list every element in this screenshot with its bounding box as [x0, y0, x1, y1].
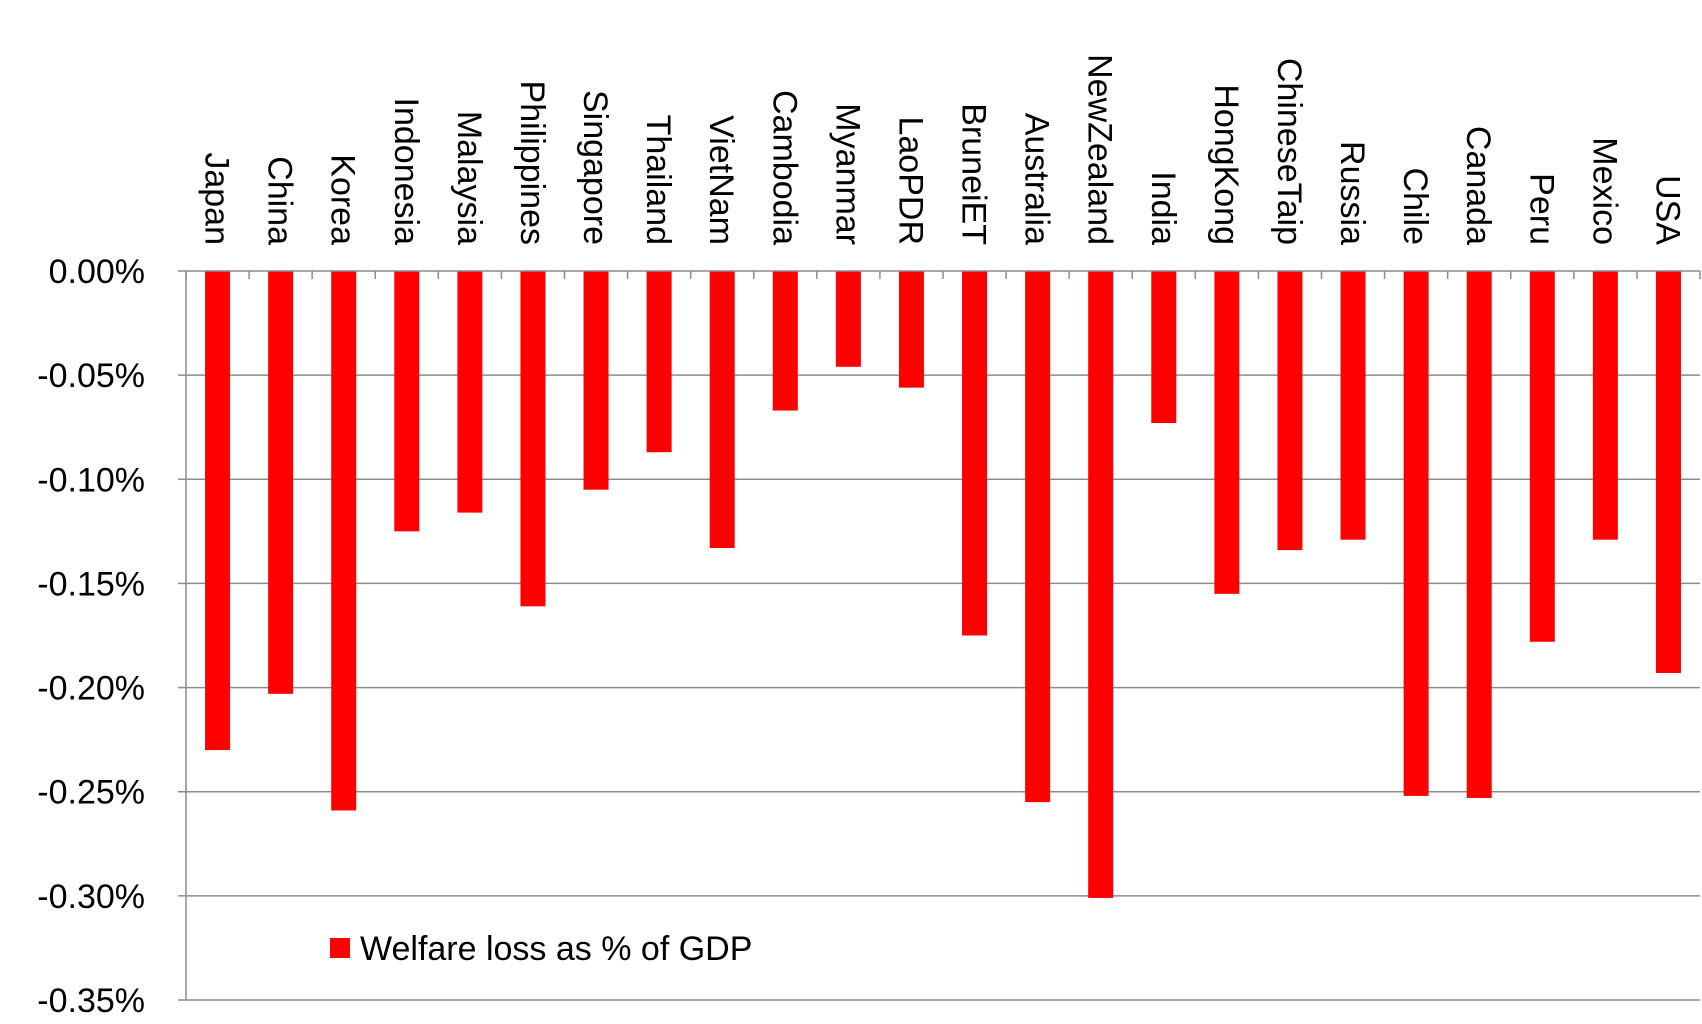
- bar-hongkong: [1214, 271, 1240, 594]
- legend-label: Welfare loss as % of GDP: [360, 930, 752, 968]
- x-tick-label: India: [1144, 171, 1182, 245]
- bar-myanmar: [835, 271, 861, 367]
- bars: [205, 271, 1681, 898]
- bar-korea: [331, 271, 357, 811]
- bar-thailand: [646, 271, 672, 453]
- x-tick-label: Peru: [1522, 173, 1560, 245]
- x-tick-label: Malaysia: [450, 111, 488, 245]
- y-tick-label: -0.25%: [37, 774, 145, 812]
- x-tick-label: LaoPDR: [891, 116, 929, 245]
- bar-usa: [1655, 271, 1681, 673]
- y-tick-label: 0.00%: [49, 253, 145, 291]
- x-tick-label: Russia: [1333, 141, 1371, 245]
- y-tick-label: -0.30%: [37, 878, 145, 916]
- bar-chinesetaip: [1277, 271, 1303, 551]
- bar-philippines: [520, 271, 546, 607]
- legend-swatch: [330, 938, 350, 958]
- x-tick-label: Thailand: [639, 115, 677, 245]
- x-tick-label: BruneiET: [955, 103, 993, 245]
- x-tick-label: Indonesia: [387, 98, 425, 246]
- x-tick-label: VietNam: [702, 115, 740, 245]
- bar-japan: [205, 271, 231, 751]
- x-tick-label: Australia: [1018, 113, 1056, 245]
- bar-vietnam: [709, 271, 735, 549]
- x-tick-label: USA: [1648, 175, 1686, 245]
- x-tick-label: Singapore: [576, 90, 614, 245]
- y-tick-label: -0.20%: [37, 670, 145, 708]
- x-tick-label: Cambodia: [765, 90, 803, 245]
- bar-laopdr: [898, 271, 924, 388]
- bar-mexico: [1592, 271, 1618, 540]
- bar-australia: [1025, 271, 1051, 803]
- bar-russia: [1340, 271, 1366, 540]
- y-axis-ticks: 0.00% -0.05% -0.10% -0.15% -0.20% -0.25% -0.30…: [37, 253, 186, 1020]
- bar-bruneiet: [962, 271, 988, 636]
- bar-singapore: [583, 271, 609, 490]
- y-tick-label: -0.15%: [37, 565, 145, 603]
- x-tick-label: ChineseTaip: [1270, 58, 1308, 245]
- x-tick-label: Mexico: [1585, 137, 1623, 245]
- x-tick-label: Canada: [1459, 126, 1497, 245]
- x-tick-label: NewZealand: [1081, 54, 1119, 245]
- legend: Welfare loss as % of GDP: [330, 930, 752, 968]
- bar-indonesia: [394, 271, 420, 532]
- x-tick-label: Philippines: [513, 81, 551, 245]
- gridlines: [186, 374, 1700, 1001]
- bar-peru: [1529, 271, 1555, 642]
- bar-chile: [1403, 271, 1429, 796]
- x-tick-label: Chile: [1396, 168, 1434, 245]
- x-tick-label: Japan: [198, 152, 236, 245]
- x-tick-label: Myanmar: [828, 103, 866, 245]
- bar-china: [268, 271, 294, 694]
- y-tick-label: -0.10%: [37, 461, 145, 499]
- x-axis-labels: Japan China Korea Indonesia Malaysia Philippi…: [185, 54, 1701, 279]
- x-tick-label: Korea: [324, 154, 362, 245]
- bar-newzealand: [1088, 271, 1114, 898]
- bar-canada: [1466, 271, 1492, 798]
- bar-india: [1151, 271, 1177, 424]
- y-tick-label: -0.05%: [37, 357, 145, 395]
- x-tick-label: China: [261, 156, 299, 245]
- bar-malaysia: [457, 271, 483, 513]
- x-tick-label: HongKong: [1207, 84, 1245, 245]
- bar-cambodia: [772, 271, 798, 411]
- y-tick-label: -0.35%: [37, 982, 145, 1020]
